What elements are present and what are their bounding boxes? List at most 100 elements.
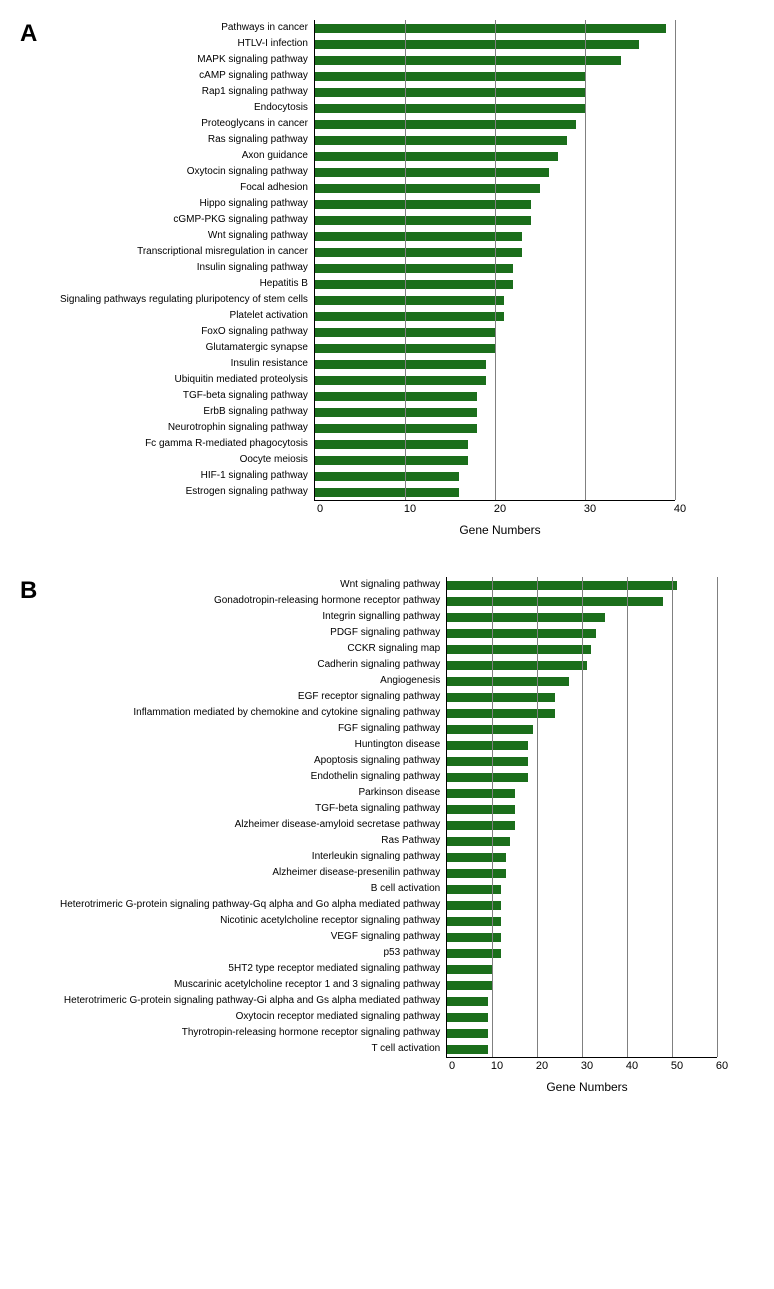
bar [315,120,576,129]
chart-y-label: Hepatitis B [60,279,308,289]
chart-y-label: Hippo signaling pathway [60,199,308,209]
chart-b-x-axis: 0102030405060 [452,1058,722,1072]
bar [315,264,513,273]
bar [447,613,605,622]
chart-y-label: Signaling pathways regulating pluripoten… [60,295,308,305]
bar [315,232,522,241]
gridline [495,20,496,500]
chart-y-label: EGF receptor signaling pathway [60,692,440,702]
chart-y-label: Integrin signalling pathway [60,612,440,622]
bar [447,821,515,830]
x-tick-label: 10 [404,503,416,515]
chart-y-label: Oxytocin signaling pathway [60,167,308,177]
chart-y-label: Interleukin signaling pathway [60,852,440,862]
x-tick-label: 40 [674,503,686,515]
gridline [582,577,583,1057]
chart-y-label: Axon guidance [60,151,308,161]
bar [447,789,515,798]
gridline [717,577,718,1057]
chart-a: Pathways in cancer HTLV-I infection MAPK s… [60,20,754,537]
chart-y-label: Endothelin signaling pathway [60,772,440,782]
chart-y-label: Focal adhesion [60,183,308,193]
chart-y-label: cAMP signaling pathway [60,71,308,81]
chart-y-label: Platelet activation [60,311,308,321]
chart-y-label: MAPK signaling pathway [60,55,308,65]
x-tick-label: 30 [584,503,596,515]
chart-b-x-title: Gene Numbers [452,1080,722,1094]
chart-y-label: TGF-beta signaling pathway [60,391,308,401]
chart-y-label: Neurotrophin signaling pathway [60,423,308,433]
bar [447,1013,488,1022]
bar [315,472,459,481]
panel-b: B Wnt signaling pathway Gonadotropin-rele… [20,577,754,1094]
chart-y-label: p53 pathway [60,948,440,958]
bar [315,104,585,113]
bar [447,837,510,846]
gridline [537,577,538,1057]
x-tick-label: 0 [449,1060,455,1072]
x-tick-label: 60 [716,1060,728,1072]
panel-b-label: B [20,577,37,605]
bar [315,312,504,321]
bar [447,997,488,1006]
chart-y-label: Wnt signaling pathway [60,580,440,590]
chart-y-label: Thyrotropin-releasing hormone receptor s… [60,1028,440,1038]
chart-y-label: FGF signaling pathway [60,724,440,734]
gridline [627,577,628,1057]
chart-y-label: Pathways in cancer [60,23,308,33]
chart-y-label: Heterotrimeric G-protein signaling pathw… [60,996,440,1006]
chart-a-y-labels: Pathways in cancer HTLV-I infection MAPK s… [60,20,314,500]
chart-y-label: B cell activation [60,884,440,894]
chart-y-label: Glutamatergic synapse [60,343,308,353]
gridline [675,20,676,500]
chart-y-label: Proteoglycans in cancer [60,119,308,129]
panel-a-label: A [20,20,37,48]
bar [315,152,558,161]
chart-y-label: Inflammation mediated by chemokine and c… [60,708,440,718]
chart-y-label: Oxytocin receptor mediated signaling pat… [60,1012,440,1022]
chart-b-plot [446,577,717,1058]
chart-y-label: Endocytosis [60,103,308,113]
bar [315,392,477,401]
bar [447,629,596,638]
bar [315,376,486,385]
chart-y-label: Ras signaling pathway [60,135,308,145]
chart-y-label: Cadherin signaling pathway [60,660,440,670]
chart-y-label: Oocyte meiosis [60,455,308,465]
panel-a: A Pathways in cancer HTLV-I infection MAPK… [20,20,754,537]
bar [447,869,506,878]
bar [315,280,513,289]
bar [447,1045,488,1054]
chart-y-label: Nicotinic acetylcholine receptor signali… [60,916,440,926]
bar [315,40,639,49]
chart-y-label: CCKR signaling map [60,644,440,654]
chart-y-label: VEGF signaling pathway [60,932,440,942]
chart-y-label: Gonadotropin-releasing hormone receptor … [60,596,440,606]
bar [315,24,666,33]
x-tick-label: 30 [581,1060,593,1072]
chart-b-y-labels: Wnt signaling pathway Gonadotropin-releas… [60,577,446,1057]
chart-y-label: cGMP-PKG signaling pathway [60,215,308,225]
chart-y-label: Insulin resistance [60,359,308,369]
gridline [492,577,493,1057]
bar [447,805,515,814]
chart-a-plot [314,20,675,501]
bar [315,184,540,193]
bar [447,757,528,766]
chart-a-x-axis: 010203040 [320,501,680,515]
bar [315,72,585,81]
bar [447,709,555,718]
chart-y-label: HTLV-I infection [60,39,308,49]
gridline [672,577,673,1057]
chart-b: Wnt signaling pathway Gonadotropin-releas… [60,577,754,1094]
bar [315,488,459,497]
x-tick-label: 50 [671,1060,683,1072]
bar [315,216,531,225]
bar [447,677,569,686]
bar [447,693,555,702]
bar [315,200,531,209]
bar [315,456,468,465]
chart-y-label: ErbB signaling pathway [60,407,308,417]
bar [447,661,587,670]
chart-y-label: HIF-1 signaling pathway [60,471,308,481]
